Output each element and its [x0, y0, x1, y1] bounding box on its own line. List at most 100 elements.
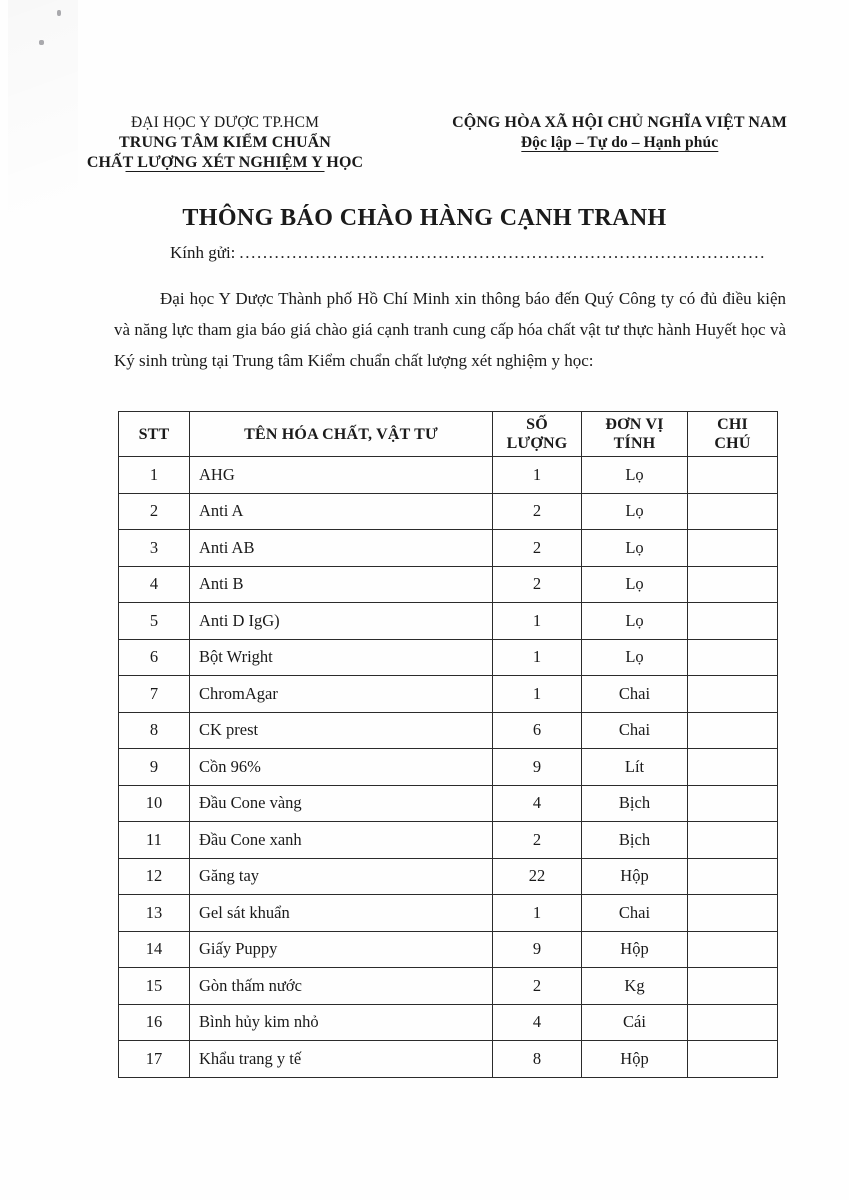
cell-unit: Lọ — [581, 492, 688, 530]
cell-note — [687, 638, 778, 676]
cell-stt: 6 — [118, 638, 190, 676]
table-row: 3 Anti AB 2 Lọ — [118, 529, 778, 567]
cell-unit: Lọ — [581, 565, 688, 603]
national-motto-wrap: Độc lập – Tự do – Hạnh phúc — [430, 133, 809, 153]
column-header-quantity-line2: LƯỢNG — [506, 435, 568, 452]
column-header-quantity: SỐ LƯỢNG — [492, 411, 582, 457]
cell-unit: Chai — [581, 675, 688, 713]
cell-unit: Lọ — [581, 638, 688, 676]
cell-name: Bột Wright — [189, 638, 493, 676]
cell-name: Găng tay — [189, 857, 493, 895]
cell-note — [687, 1040, 778, 1078]
table-row: 14 Giấy Puppy 9 Hộp — [118, 930, 778, 968]
scan-artifact-speck — [57, 10, 61, 16]
table-header: STT TÊN HÓA CHẤT, VẬT TƯ SỐ LƯỢNG ĐƠN VỊ… — [118, 411, 778, 457]
cell-unit: Kg — [581, 967, 688, 1005]
cell-quantity: 1 — [492, 894, 582, 932]
cell-note — [687, 784, 778, 822]
cell-quantity: 4 — [492, 784, 582, 822]
cell-stt: 5 — [118, 602, 190, 640]
cell-quantity: 9 — [492, 748, 582, 786]
table-header-row: STT TÊN HÓA CHẤT, VẬT TƯ SỐ LƯỢNG ĐƠN VỊ… — [118, 411, 778, 457]
table-row: 13 Gel sát khuẩn 1 Chai — [118, 894, 778, 932]
table-row: 2 Anti A 2 Lọ — [118, 492, 778, 530]
recipient-blank-field: ........................................… — [239, 243, 765, 262]
recipient-line: Kính gửi: ..............................… — [170, 243, 765, 263]
column-header-note: CHI CHÚ — [687, 411, 778, 457]
cell-stt: 14 — [118, 930, 190, 968]
cell-name: CK prest — [189, 711, 493, 749]
cell-note — [687, 675, 778, 713]
cell-name: Anti AB — [189, 529, 493, 567]
cell-name: Giấy Puppy — [189, 930, 493, 968]
cell-stt: 12 — [118, 857, 190, 895]
items-table: STT TÊN HÓA CHẤT, VẬT TƯ SỐ LƯỢNG ĐƠN VỊ… — [118, 411, 778, 1078]
column-header-note-line2: CHÚ — [714, 435, 751, 452]
cell-stt: 4 — [118, 565, 190, 603]
cell-note — [687, 492, 778, 530]
cell-unit: Hộp — [581, 1040, 688, 1078]
cell-name: Đầu Cone xanh — [189, 821, 493, 859]
cell-stt: 13 — [118, 894, 190, 932]
cell-note — [687, 894, 778, 932]
cell-unit: Lọ — [581, 602, 688, 640]
cell-note — [687, 857, 778, 895]
table-row: 9 Cồn 96% 9 Lít — [118, 748, 778, 786]
cell-name: Gel sát khuẩn — [189, 894, 493, 932]
cell-stt: 17 — [118, 1040, 190, 1078]
recipient-label: Kính gửi: — [170, 243, 236, 262]
cell-name: Gòn thấm nước — [189, 967, 493, 1005]
table-row: 4 Anti B 2 Lọ — [118, 565, 778, 603]
cell-stt: 2 — [118, 492, 190, 530]
cell-unit: Cái — [581, 1003, 688, 1041]
cell-quantity: 1 — [492, 638, 582, 676]
cell-unit: Chai — [581, 894, 688, 932]
national-motto: Độc lập – Tự do – Hạnh phúc — [520, 134, 719, 151]
cell-name: Cồn 96% — [189, 748, 493, 786]
cell-quantity: 4 — [492, 1003, 582, 1041]
cell-stt: 10 — [118, 784, 190, 822]
cell-unit: Hộp — [581, 930, 688, 968]
cell-stt: 15 — [118, 967, 190, 1005]
cell-unit: Lọ — [581, 456, 688, 494]
cell-unit: Hộp — [581, 857, 688, 895]
table-row: 7 ChromAgar 1 Chai — [118, 675, 778, 713]
table-row: 1 AHG 1 Lọ — [118, 456, 778, 494]
cell-note — [687, 529, 778, 567]
cell-name: Anti B — [189, 565, 493, 603]
issuer-center: TRUNG TÂM KIỂM CHUẨN — [119, 134, 331, 151]
cell-name: Bình hủy kim nhỏ — [189, 1003, 493, 1041]
cell-quantity: 2 — [492, 492, 582, 530]
cell-name: ChromAgar — [189, 675, 493, 713]
cell-stt: 9 — [118, 748, 190, 786]
issuer-university: ĐẠI HỌC Y DƯỢC TP.HCM — [131, 114, 319, 131]
table-row: 6 Bột Wright 1 Lọ — [118, 638, 778, 676]
cell-unit: Bịch — [581, 784, 688, 822]
table-row: 12 Găng tay 22 Hộp — [118, 857, 778, 895]
cell-unit: Chai — [581, 711, 688, 749]
cell-quantity: 1 — [492, 675, 582, 713]
cell-name: Đầu Cone vàng — [189, 784, 493, 822]
table-body: 1 AHG 1 Lọ 2 Anti A 2 Lọ 3 Anti AB 2 Lọ 4 Anti B 2 Lọ 5 A… — [118, 456, 778, 1078]
cell-name: Khẩu trang y tế — [189, 1040, 493, 1078]
column-header-unit-line1: ĐƠN VỊ — [605, 416, 664, 433]
cell-note — [687, 821, 778, 859]
letterhead-national: CỘNG HÒA XÃ HỘI CHỦ NGHĨA VIỆT NAM Độc l… — [430, 113, 849, 173]
table-row: 10 Đầu Cone vàng 4 Bịch — [118, 784, 778, 822]
column-header-quantity-line1: SỐ — [526, 416, 548, 433]
letterhead: ĐẠI HỌC Y DƯỢC TP.HCM TRUNG TÂM KIỂM CHU… — [0, 113, 849, 173]
cell-note — [687, 930, 778, 968]
cell-quantity: 22 — [492, 857, 582, 895]
scan-artifact-speck — [39, 40, 44, 45]
items-table-container: STT TÊN HÓA CHẤT, VẬT TƯ SỐ LƯỢNG ĐƠN VỊ… — [118, 411, 778, 1078]
cell-note — [687, 565, 778, 603]
cell-note — [687, 748, 778, 786]
cell-stt: 8 — [118, 711, 190, 749]
cell-note — [687, 602, 778, 640]
issuer-department-wrap: CHẤT LƯỢNG XÉT NGHIỆM Y HỌC — [20, 153, 430, 173]
cell-quantity: 9 — [492, 930, 582, 968]
cell-quantity: 2 — [492, 529, 582, 567]
column-header-note-line1: CHI — [717, 416, 748, 433]
cell-stt: 16 — [118, 1003, 190, 1041]
table-row: 17 Khẩu trang y tế 8 Hộp — [118, 1040, 778, 1078]
